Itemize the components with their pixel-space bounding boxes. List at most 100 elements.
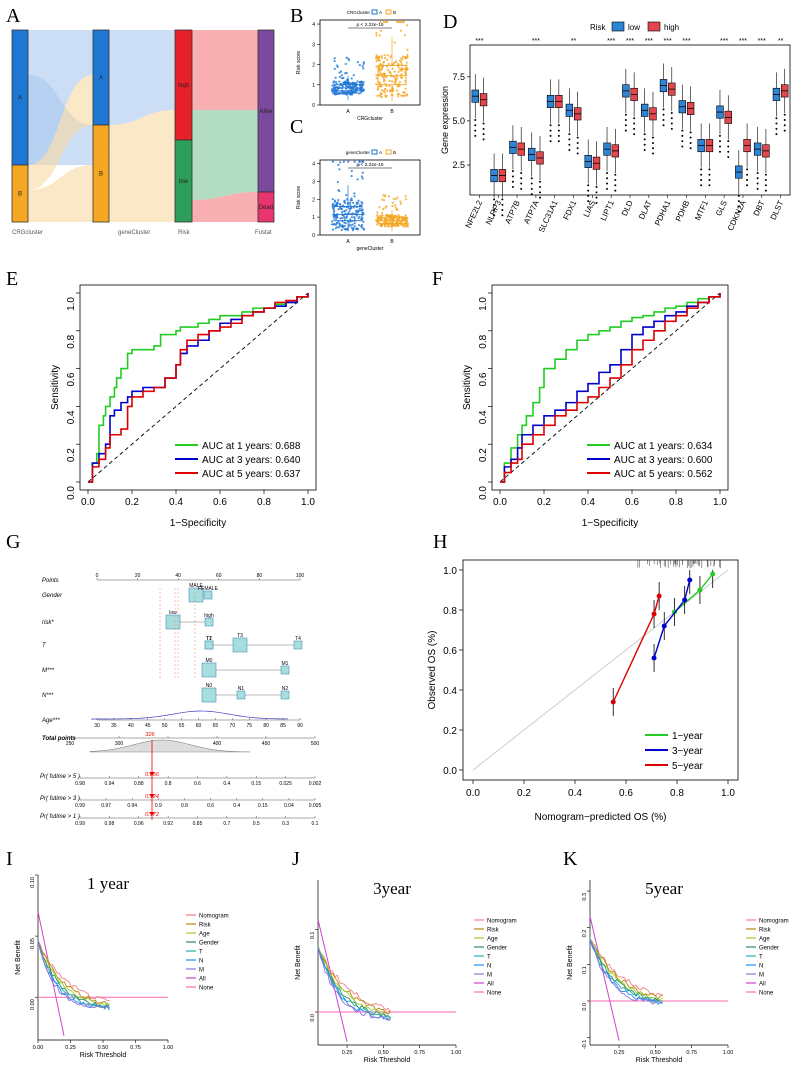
jitter-point bbox=[336, 216, 339, 219]
jitter-point bbox=[384, 225, 387, 228]
jitter-point bbox=[405, 225, 408, 228]
jitter-point bbox=[331, 220, 334, 223]
legend-title: Risk bbox=[590, 23, 607, 32]
dca-curve bbox=[317, 949, 392, 1013]
outlier-point bbox=[474, 119, 477, 121]
jitter-point bbox=[399, 29, 402, 32]
jitter-point bbox=[340, 207, 343, 211]
nomogram-tick-label: 80 bbox=[257, 573, 263, 579]
gene-label: MTF1 bbox=[693, 199, 710, 222]
nomogram-row-label: T bbox=[42, 643, 47, 649]
jitter-point bbox=[334, 227, 337, 230]
outlier-point bbox=[662, 113, 665, 116]
outlier-point bbox=[670, 122, 673, 125]
x-axis-label: CRGcluster bbox=[357, 116, 383, 122]
outlier-point bbox=[670, 127, 673, 130]
jitter-point bbox=[404, 214, 407, 217]
outlier-point bbox=[700, 179, 703, 181]
nomogram-tick-label: 40 bbox=[175, 573, 181, 579]
nomogram-tick-label: 0.96 bbox=[134, 821, 144, 827]
jitter-point bbox=[358, 207, 361, 210]
outlier-point bbox=[520, 182, 523, 185]
jitter-point bbox=[342, 160, 345, 163]
jitter-point bbox=[331, 92, 335, 95]
x-tick-label: 1.00 bbox=[723, 1050, 734, 1056]
jitter-point bbox=[388, 90, 392, 93]
nomogram-tick-label: 0.98 bbox=[75, 781, 85, 787]
outlier-point bbox=[539, 196, 542, 199]
outlier-point bbox=[557, 140, 560, 143]
outlier-point bbox=[539, 180, 542, 183]
jitter-point bbox=[379, 72, 382, 75]
outlier-point bbox=[511, 175, 514, 178]
jitter-point bbox=[353, 222, 356, 225]
sankey-flow bbox=[192, 30, 258, 110]
nomogram-level-label: T1 bbox=[206, 636, 212, 642]
outlier-point bbox=[624, 124, 627, 127]
x-axis-label: geneCluster bbox=[357, 246, 384, 252]
jitter-point bbox=[383, 54, 386, 57]
legend-label: A bbox=[379, 10, 382, 15]
y-tick-label: 0.4 bbox=[66, 410, 77, 424]
y-tick-label: 7.5 bbox=[452, 72, 465, 82]
jitter-point bbox=[350, 93, 353, 96]
jitter-point bbox=[336, 64, 339, 67]
nomogram-tick-label: 0.8 bbox=[181, 803, 188, 809]
jitter-point bbox=[340, 91, 343, 94]
y-tick-label: 3 bbox=[312, 42, 315, 48]
nomogram-tick-label: 60 bbox=[196, 723, 202, 729]
jitter-point bbox=[378, 66, 381, 69]
nomogram-tick-label: 60 bbox=[216, 573, 222, 579]
outlier-point bbox=[511, 180, 514, 183]
sankey-node bbox=[92, 124, 110, 223]
jitter-point bbox=[348, 223, 351, 226]
jitter-point bbox=[378, 81, 381, 84]
jitter-point bbox=[337, 226, 340, 229]
y-tick-label: 0.6 bbox=[66, 372, 77, 386]
outlier-point bbox=[614, 173, 617, 176]
jitter-point bbox=[356, 61, 359, 64]
jitter-point bbox=[334, 76, 337, 79]
nomogram-tick-label: 0.97 bbox=[101, 803, 111, 809]
gene-label: FDX1 bbox=[562, 199, 579, 222]
roc-curve bbox=[500, 293, 721, 483]
outlier-point bbox=[700, 184, 703, 187]
jitter-point bbox=[376, 223, 379, 226]
legend-label: Gender bbox=[199, 941, 219, 947]
outlier-point bbox=[482, 138, 485, 141]
jitter-point bbox=[404, 87, 407, 90]
jitter-point bbox=[334, 223, 337, 226]
outlier-point bbox=[764, 173, 767, 176]
dca-curve bbox=[37, 940, 110, 1002]
y-tick-label: 0.2 bbox=[478, 448, 489, 462]
nomogram-box bbox=[204, 640, 214, 650]
sankey-node-label: B bbox=[99, 172, 103, 178]
legend-label: N bbox=[759, 964, 763, 970]
y-tick-label: 0.6 bbox=[478, 372, 489, 386]
jitter-point bbox=[333, 204, 337, 207]
gene-label: LIPT1 bbox=[599, 199, 616, 223]
jitter-point bbox=[359, 91, 362, 94]
y-axis-label: Risk score bbox=[296, 186, 302, 210]
jitter-point bbox=[353, 195, 356, 198]
jitter-point bbox=[375, 83, 378, 86]
jitter-point bbox=[347, 59, 351, 62]
roc-curve bbox=[500, 293, 721, 483]
outlier-point bbox=[689, 147, 692, 150]
significance-label: *** bbox=[682, 38, 690, 45]
legend-key-low bbox=[611, 21, 625, 32]
calibration-line bbox=[673, 573, 714, 613]
jitter-point bbox=[362, 211, 365, 215]
outlier-point bbox=[606, 171, 609, 174]
legend-title: CRGcluster bbox=[347, 10, 371, 15]
dca-curve bbox=[317, 948, 391, 1015]
outlier-point bbox=[624, 129, 627, 132]
outlier-point bbox=[662, 124, 665, 127]
jitter-point bbox=[404, 56, 407, 59]
y-axis-label: Net Benefit bbox=[567, 945, 574, 980]
jitter-point bbox=[333, 57, 336, 60]
jitter-point bbox=[384, 95, 388, 98]
jitter-point bbox=[402, 218, 405, 221]
outlier-point bbox=[783, 113, 786, 116]
jitter-point bbox=[375, 32, 378, 35]
